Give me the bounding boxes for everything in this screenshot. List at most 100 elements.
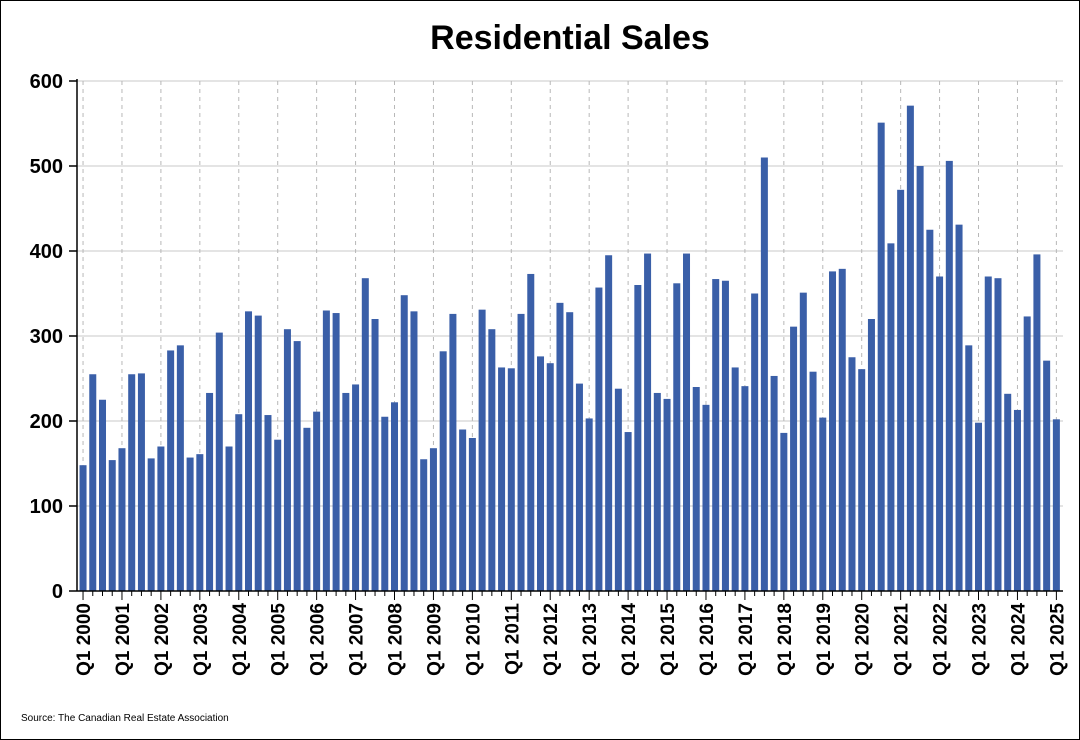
bar [98,399,107,591]
bar [215,332,223,591]
bar [206,392,214,591]
x-tick-label: Q1 2003 [191,603,212,676]
x-tick-label: Q1 2018 [775,603,796,676]
bar [186,457,194,591]
bar [760,157,768,591]
bar [644,253,652,592]
bar [176,345,184,591]
bar [332,313,340,591]
bar [459,429,467,591]
bar [391,402,399,591]
bar [313,411,321,591]
bar [751,293,759,591]
y-tick-label: 400 [30,241,63,263]
x-tick-label: Q1 2014 [619,603,640,676]
bar [478,309,486,591]
bar [731,367,739,591]
bar [342,392,350,591]
bar [371,319,379,591]
bar [897,189,905,592]
bar [994,278,1002,591]
bar [517,313,525,591]
x-tick-label: Q1 2006 [308,603,329,676]
bar [244,311,253,591]
bar [780,432,788,591]
bar [829,271,837,591]
bar [254,315,262,591]
bar [887,243,895,591]
bar [770,375,778,591]
x-tick-label: Q1 2019 [814,603,835,676]
bar [663,398,671,591]
bar [361,278,369,591]
bar [595,287,603,591]
x-tick-label: Q1 2015 [658,603,679,676]
x-tick-label: Q1 2001 [113,603,134,676]
source-note: Source: The Canadian Real Estate Associa… [21,713,229,724]
bar [867,319,875,591]
x-tick-label: Q1 2008 [386,603,407,676]
x-tick-label: Q1 2012 [541,603,562,676]
bar [575,383,583,591]
bar [410,311,418,591]
bar [653,392,661,591]
x-tick-label: Q1 2023 [970,603,991,676]
bar [634,285,642,591]
bar [118,448,126,591]
bar [1013,409,1021,591]
x-tick-label: Q1 2002 [152,603,173,676]
bar [848,357,856,591]
bar [79,465,87,591]
bar [741,386,749,591]
y-tick-label: 500 [30,156,63,178]
chart-title: Residential Sales [430,19,710,57]
bar [439,351,447,591]
bar [527,273,535,591]
bar [858,369,866,591]
bar [945,160,953,591]
x-tick-label: Q1 2005 [269,603,290,676]
x-tick-label: Q1 2010 [463,603,484,676]
bar [108,460,116,591]
bar [274,439,282,591]
bar [906,105,914,592]
bar [235,414,243,591]
x-tick-label: Q1 2007 [347,603,368,676]
bar [624,432,632,591]
bar [546,363,554,591]
bar [137,373,145,591]
bar [196,454,204,591]
bar [1052,419,1060,591]
bar [1023,316,1031,591]
bar [838,268,846,591]
bar [498,367,506,591]
bar [799,292,807,591]
bar [420,459,428,591]
x-tick-label: Q1 2021 [892,603,913,676]
bar [128,374,136,591]
bar [566,312,574,591]
y-tick-label: 300 [30,326,63,348]
bar [293,341,301,591]
bar [1033,254,1041,591]
bar [692,387,700,591]
x-tick-label: Q1 2016 [697,603,718,676]
bars [79,105,1060,592]
bar [809,371,817,591]
bar [507,368,515,591]
bar [721,280,729,591]
x-tick-label: Q1 2020 [853,603,874,676]
bar [1004,393,1012,591]
y-tick-labels: 0 100 200 300 400 500 600 [30,71,63,603]
bar [936,276,944,591]
x-tick-labels: Q1 2000 Q1 2001 Q1 2002 Q1 2003 Q1 2004 Q1 20… [74,603,1068,676]
bar [556,302,564,591]
bar [984,276,992,591]
bar [400,295,408,591]
bar [673,283,681,591]
bar [225,446,233,591]
bar [614,388,622,591]
x-tick-label: Q1 2000 [74,603,95,676]
bar [167,350,175,591]
